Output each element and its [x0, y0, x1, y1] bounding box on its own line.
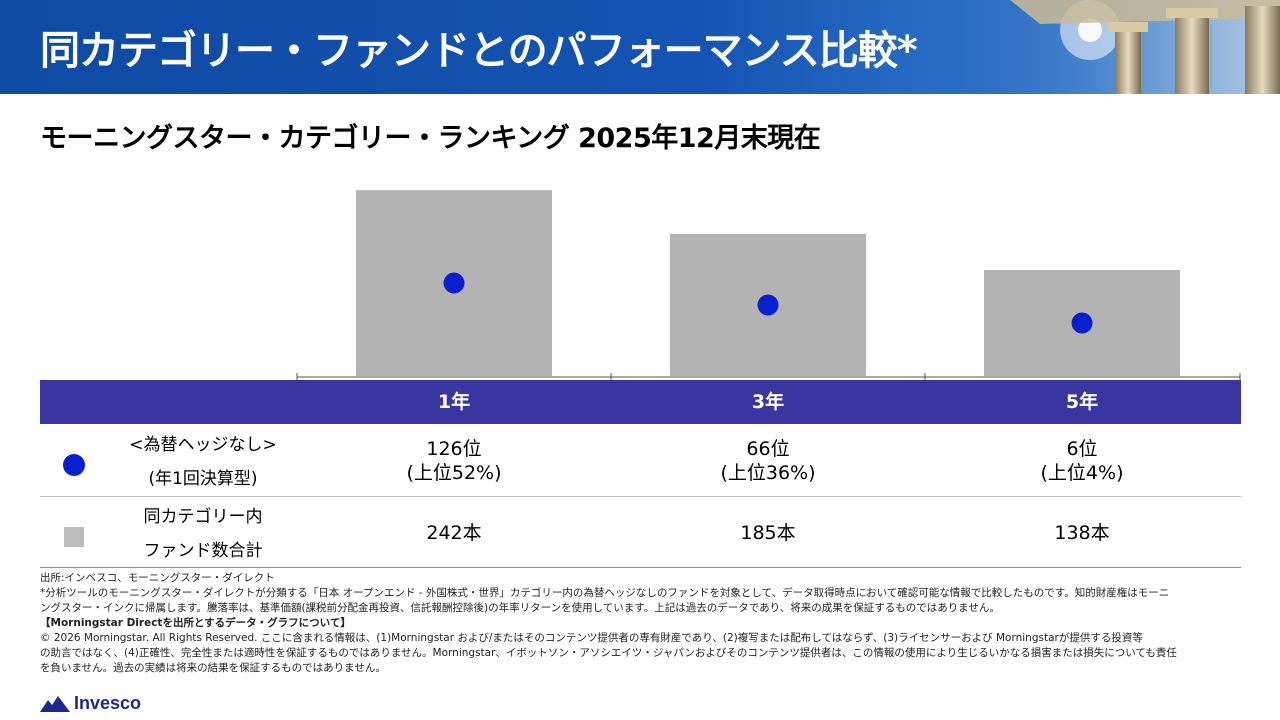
source-note: 出所:インベスコ、モーニングスター・ダイレクト — [40, 572, 275, 584]
fund-count-5y: 138本 — [1054, 522, 1110, 544]
percentile-5y: (上位4%) — [1040, 462, 1124, 484]
logo-text: Invesco — [74, 692, 142, 713]
fund-count-bar-1年 — [356, 190, 552, 376]
percentile-1y: (上位52%) — [406, 462, 502, 484]
fund-count-3y: 185本 — [740, 522, 796, 544]
percentile-3y: (上位36%) — [720, 462, 816, 484]
rank-1y: 126位 — [426, 438, 482, 460]
rank-dot-3年 — [757, 294, 779, 316]
rank-dot-1年 — [443, 272, 465, 294]
footnote-line: *分析ツールのモーニングスター・ダイレクトが分類する「日本 オープンエンド - … — [40, 587, 1170, 599]
fund-label-line1: <為替ヘッジなし> — [129, 435, 277, 455]
footnotes: 出所:インベスコ、モーニングスター・ダイレクト *分析ツールのモーニングスター・… — [40, 571, 1240, 676]
rank-dot-5年 — [1071, 312, 1093, 334]
column-header-5y: 5年 — [1065, 391, 1099, 413]
morningstar-heading: 【Morningstar Directを出所とするデータ・グラフについて】 — [40, 617, 351, 629]
fund-count-1y: 242本 — [426, 522, 482, 544]
table-header-row: 1年 3年 5年 — [40, 380, 1241, 424]
category-label-line2: ファンド数合計 — [143, 541, 263, 561]
column-header-3y: 3年 — [751, 391, 785, 413]
row-divider — [40, 496, 1241, 497]
fund-count-bar-5年 — [984, 270, 1180, 376]
classical-columns-icon — [950, 0, 1280, 94]
chart-title: モーニングスター・カテゴリー・ランキング 2025年12月末現在 — [40, 123, 821, 154]
footnote-line: ングスター・インクに帰属します。騰落率は、基準価額(課税前分配金再投資、信託報酬… — [40, 602, 1000, 614]
copyright-line: を負いません。過去の実績は将来の結果を保証するものではありません。 — [40, 662, 386, 674]
rank-3y: 66位 — [746, 438, 790, 460]
copyright-line: の助言ではなく、(4)正確性、完全性または適時性を保証するものではありません。M… — [40, 647, 1177, 659]
category-label-line1: 同カテゴリー内 — [143, 507, 263, 527]
header-banner: 同カテゴリー・ファンドとのパフォーマンス比較* — [0, 0, 1280, 94]
invesco-logo: Invesco — [40, 692, 141, 714]
category-legend-square — [64, 527, 84, 547]
fund-count-bar-3年 — [670, 233, 866, 376]
invesco-mountain-icon — [40, 696, 70, 712]
column-header-1y: 1年 — [437, 391, 471, 413]
copyright-line: © 2026 Morningstar. All Rights Reserved.… — [40, 632, 1143, 644]
table-bottom-rule — [40, 567, 1241, 568]
rank-5y: 6位 — [1066, 438, 1098, 460]
page-title: 同カテゴリー・ファンドとのパフォーマンス比較* — [40, 28, 918, 74]
fund-legend-dot — [63, 454, 85, 476]
fund-label-line2: (年1回決算型) — [148, 469, 258, 489]
